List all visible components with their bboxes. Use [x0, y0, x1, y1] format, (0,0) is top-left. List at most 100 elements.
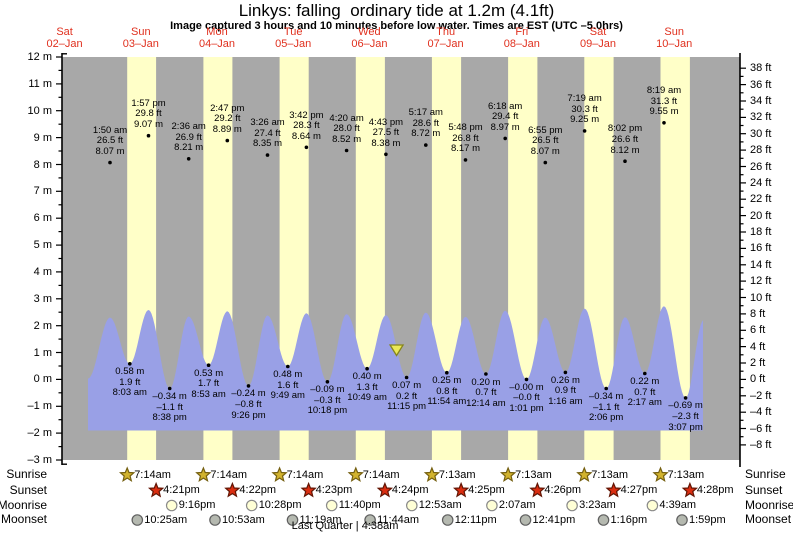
right-axis-label: 28 ft [750, 144, 772, 157]
moonset-circle-icon [597, 514, 610, 526]
annotation-line: –0.34 m [152, 391, 187, 402]
annotation-line: –0.69 m [668, 400, 703, 412]
annotation-line: 29.4 ft [491, 111, 519, 123]
day-date: 06–Jan [351, 37, 388, 50]
sunrise-star-icon [195, 466, 212, 483]
annotation-line: 10:49 am [347, 392, 387, 404]
annotation-line: 8.12 m [610, 144, 640, 156]
annotation-line: 9:26 pm [231, 409, 266, 421]
sunrise-time: 7:14am [286, 468, 324, 481]
low-tide-annotation: 0.48 m 1.6 ft 9:49 am [246, 369, 330, 402]
left-axis-label: –2 m [27, 427, 52, 440]
right-axis-label: 38 ft [750, 62, 772, 75]
day-label: Sat 09–Jan [560, 26, 636, 50]
annotation-line: 0.7 ft [634, 386, 656, 398]
annotation-line: 4:43 pm [368, 116, 404, 128]
day-label: Sat 02–Jan [27, 26, 103, 50]
annotation-line: 8.97 m [490, 121, 520, 133]
low-tide-dot [683, 396, 688, 400]
annotation-line: 1.9 ft [119, 376, 141, 388]
sunrise-time: 7:13am [667, 468, 705, 481]
annotation-line: 31.3 ft [650, 95, 678, 107]
moonrise-time: 3:23am [579, 499, 616, 511]
sunrise-star-icon [423, 466, 441, 483]
annotation-line: –1.1 ft [156, 401, 183, 413]
annotation-line: 9:49 am [270, 390, 305, 402]
high-tide-dot [265, 153, 270, 157]
right-axis-label: 22 ft [750, 193, 772, 206]
high-tide-annotation: 5:48 pm 26.8 ft 8.17 m [424, 122, 508, 155]
annotation-line: 0.48 m [273, 369, 303, 380]
moonset-circle-icon [286, 514, 299, 526]
high-tide-dot [304, 145, 309, 150]
annotation-line: 8.72 m [411, 128, 441, 140]
right-axis-label: 2 ft [750, 357, 766, 369]
annotation-line: 11:54 am [427, 396, 467, 408]
annotation-line: 1:01 pm [509, 403, 544, 415]
low-tide-annotation: –0.24 m –0.8 ft 9:26 pm [207, 389, 291, 421]
annotation-line: 0.2 ft [396, 390, 418, 402]
left-axis-label: –1 m [27, 400, 52, 413]
sunset-time: 4:27pm [620, 484, 658, 496]
low-tide-dot [325, 380, 330, 384]
right-axis-label: 18 ft [750, 226, 772, 238]
chart-subtitle: Image captured 3 hours and 10 minutes be… [170, 20, 623, 32]
sunrise-time: 7:14am [134, 468, 171, 481]
high-tide-annotation: 1:57 pm 29.8 ft 9.07 m [107, 98, 191, 131]
annotation-line: 8.21 m [174, 142, 204, 154]
annotation-line: 8:38 pm [152, 412, 187, 424]
annotation-line: 8.07 m [95, 145, 125, 157]
low-tide-annotation: 0.26 m 0.9 ft 1:16 am [523, 375, 607, 408]
annotation-line: –0.24 m [231, 388, 266, 400]
sunrise-row-label-right: Sunrise [745, 467, 786, 481]
high-tide-annotation: 3:26 am 27.4 ft 8.35 m [226, 118, 310, 150]
annotation-line: 8.64 m [291, 130, 321, 142]
low-tide-annotation: 0.40 m 1.3 ft 10:49 am [325, 372, 409, 404]
sunset-time: 4:23pm [315, 484, 353, 496]
annotation-line: 3:42 pm [289, 109, 324, 121]
annotation-line: 5:17 am [408, 107, 443, 119]
annotation-line: 1:16 am [548, 396, 583, 408]
high-tide-annotation: 7:19 am 30.3 ft 9.25 m [543, 93, 627, 126]
right-axis-label: 24 ft [750, 176, 772, 189]
low-tide-annotation: –0.34 m –1.1 ft 2:06 pm [564, 391, 648, 424]
annotation-line: –0.34 m [589, 391, 624, 402]
moonset-time: 12:11pm [454, 513, 497, 526]
moonrise-row-label: Moonrise [0, 498, 47, 512]
moonset-row-label: Moonset [0, 512, 47, 526]
moonrise-circle-icon [405, 499, 418, 512]
high-tide-dot [424, 143, 428, 147]
moonrise-circle-icon [566, 499, 578, 512]
low-tide-annotation: 0.07 m 0.2 ft 11:15 pm [365, 380, 449, 413]
annotation-line: –0.00 m [509, 381, 544, 393]
right-axis-label: 6 ft [750, 324, 766, 337]
high-tide-annotation: 5:17 am 28.6 ft 8.72 m [384, 108, 468, 140]
high-tide-dot [543, 160, 548, 165]
low-tide-annotation: 0.22 m 0.7 ft 2:17 am [603, 376, 687, 409]
moonset-time: 1:59pm [689, 513, 726, 526]
moonrise-time: 11:40pm [338, 499, 381, 511]
day-label: Fri 08–Jan [484, 26, 560, 50]
annotation-line: 9.55 m [649, 106, 679, 118]
moonrise-circle-icon [646, 499, 659, 512]
low-tide-dot [445, 370, 449, 375]
right-axis-label: –8 ft [750, 438, 772, 451]
moonset-circle-icon [209, 514, 221, 526]
sunrise-time: 7:13am [515, 468, 552, 481]
day-date: 03–Jan [122, 37, 159, 50]
moonrise-time: 4:39am [659, 499, 697, 511]
day-weekday: Sun [664, 26, 684, 38]
low-tide-dot [404, 375, 409, 380]
left-axis-label: 10 m [27, 104, 52, 117]
annotation-line: –0.09 m [310, 384, 345, 396]
high-tide-dot [503, 136, 508, 141]
sunset-star-icon [300, 481, 317, 498]
left-axis-label: 5 m [33, 239, 52, 252]
sunset-time: 4:22pm [239, 484, 277, 496]
left-axis-label: 8 m [33, 158, 52, 171]
annotation-line: 8.07 m [530, 145, 560, 157]
high-tide-annotation: 6:55 pm 26.5 ft 8.07 m [503, 125, 587, 158]
low-tide-annotation: 0.58 m 1.9 ft 8:03 am [88, 367, 172, 399]
right-axis-label: 26 ft [750, 160, 772, 173]
